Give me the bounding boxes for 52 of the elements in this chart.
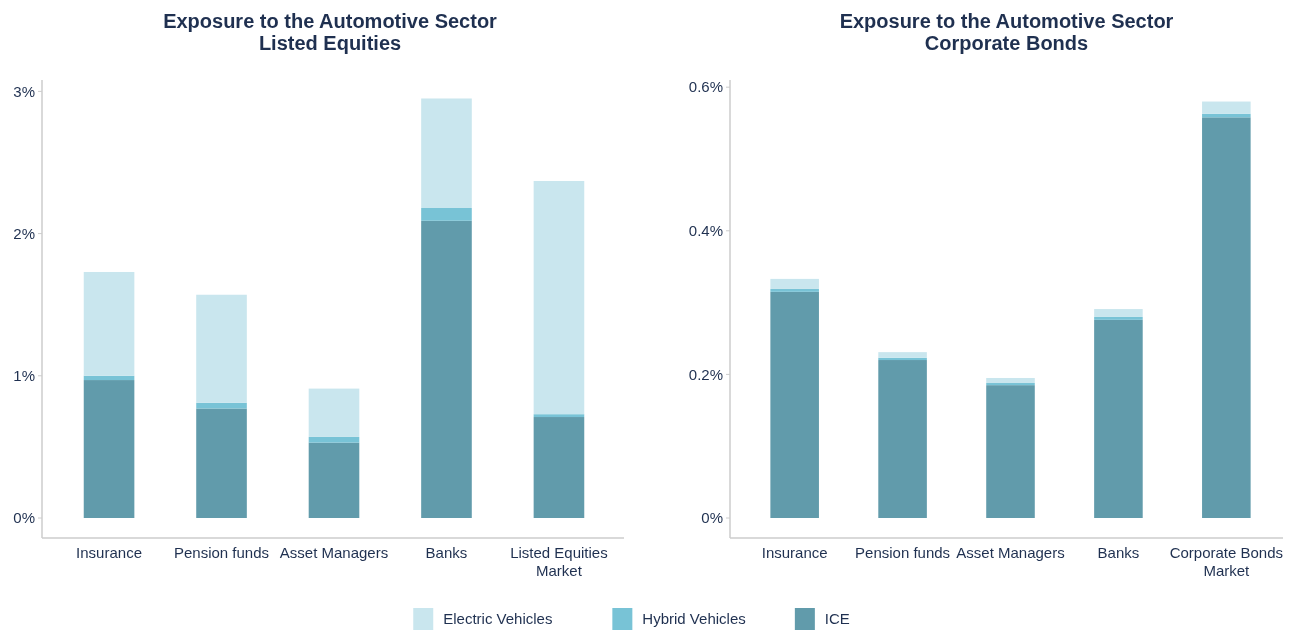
bar bbox=[986, 383, 1035, 386]
bar bbox=[986, 385, 1035, 518]
x-tick-label: Corporate Bonds Market bbox=[1169, 544, 1284, 579]
y-tick-label: 1% bbox=[13, 367, 35, 385]
bar bbox=[83, 380, 135, 518]
y-tick-label: 0% bbox=[701, 509, 723, 527]
bar bbox=[986, 377, 1035, 384]
bar bbox=[770, 291, 819, 518]
bar bbox=[196, 294, 247, 403]
chart-title: Exposure to the Automotive Sector Listed Equities bbox=[163, 10, 498, 54]
bar bbox=[770, 278, 819, 289]
bar bbox=[1202, 117, 1251, 518]
x-tick-label: Insurance bbox=[76, 544, 142, 561]
bar bbox=[196, 408, 247, 518]
bar bbox=[1094, 309, 1143, 317]
x-tick-label: Asset Managers bbox=[279, 544, 389, 561]
bar bbox=[421, 98, 472, 208]
bar bbox=[770, 288, 819, 292]
bar bbox=[421, 220, 472, 518]
legend-label: Hybrid Vehicles bbox=[642, 610, 746, 628]
x-tick-label: Listed Equities Market bbox=[510, 544, 608, 579]
legend-label: Electric Vehicles bbox=[443, 610, 553, 628]
x-tick-label: Banks bbox=[1097, 544, 1140, 561]
y-tick-label: 2% bbox=[13, 224, 35, 242]
bar bbox=[533, 414, 585, 418]
y-tick-label: 0.6% bbox=[688, 78, 723, 96]
x-tick-label: Banks bbox=[425, 544, 468, 561]
chart-title: Exposure to the Automotive Sector Corporate Bonds bbox=[839, 10, 1174, 54]
bar bbox=[196, 402, 247, 409]
x-tick-label: Pension funds bbox=[855, 544, 951, 561]
bar bbox=[83, 271, 135, 376]
bar bbox=[308, 442, 360, 518]
x-tick-label: Insurance bbox=[761, 544, 828, 561]
y-tick-label: 3% bbox=[13, 82, 35, 100]
bar bbox=[308, 388, 360, 437]
bar bbox=[1202, 101, 1251, 114]
bar bbox=[533, 180, 585, 415]
bar bbox=[878, 357, 927, 361]
bar bbox=[421, 207, 472, 221]
bar bbox=[878, 352, 927, 358]
x-tick-label: Pension funds bbox=[173, 544, 270, 561]
bar bbox=[878, 360, 927, 518]
x-tick-label: Asset Managers bbox=[956, 544, 1065, 561]
bar bbox=[83, 375, 135, 381]
bar bbox=[1094, 319, 1143, 518]
bar bbox=[1094, 316, 1143, 320]
bar bbox=[533, 417, 585, 518]
y-tick-label: 0.4% bbox=[688, 222, 723, 240]
legend-label: ICE bbox=[824, 610, 850, 628]
y-tick-label: 0.2% bbox=[688, 365, 723, 383]
y-tick-label: 0% bbox=[13, 509, 35, 527]
bar bbox=[308, 436, 360, 443]
